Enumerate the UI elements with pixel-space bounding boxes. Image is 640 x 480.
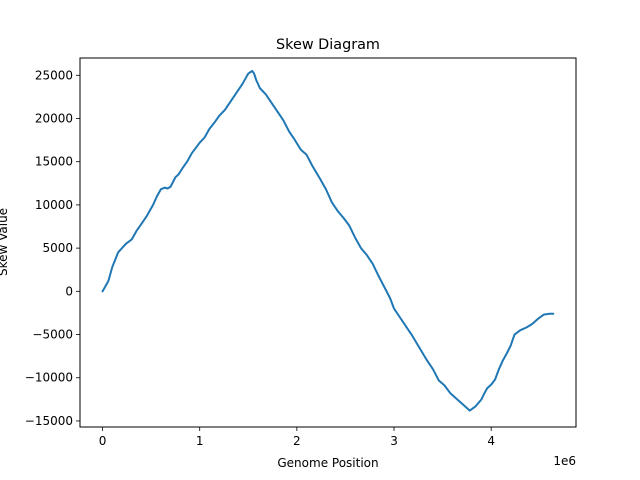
x-tick-label: 3 xyxy=(390,434,398,448)
y-tick-label: 0 xyxy=(65,284,73,298)
y-tick-label: 5000 xyxy=(42,241,73,255)
y-tick-label: 10000 xyxy=(35,198,73,212)
x-tick-label: 4 xyxy=(487,434,495,448)
y-tick-label: −10000 xyxy=(25,371,73,385)
plot-frame xyxy=(79,57,577,428)
x-tick-label: 1 xyxy=(196,434,204,448)
x-axis-ticks: 0 1 2 3 4 xyxy=(99,427,495,448)
plot-area xyxy=(101,69,555,412)
y-axis-ticks: −15000 −10000 −5000 0 5000 10000 15000 20000 250… xyxy=(25,68,80,428)
x-tick-label: 0 xyxy=(99,434,107,448)
x-axis-offset-text: 1e6 xyxy=(553,454,576,468)
x-tick-label: 2 xyxy=(293,434,301,448)
y-tick-label: −5000 xyxy=(32,328,73,342)
x-axis-label: Genome Position xyxy=(277,456,378,470)
y-tick-label: 20000 xyxy=(35,111,73,125)
y-tick-label: 15000 xyxy=(35,155,73,169)
y-tick-label: 25000 xyxy=(35,68,73,82)
y-axis-label: Skew Value xyxy=(0,208,10,276)
chart-title: Skew Diagram xyxy=(276,37,380,53)
y-tick-label: −15000 xyxy=(25,414,73,428)
skew-series-line xyxy=(101,69,555,412)
